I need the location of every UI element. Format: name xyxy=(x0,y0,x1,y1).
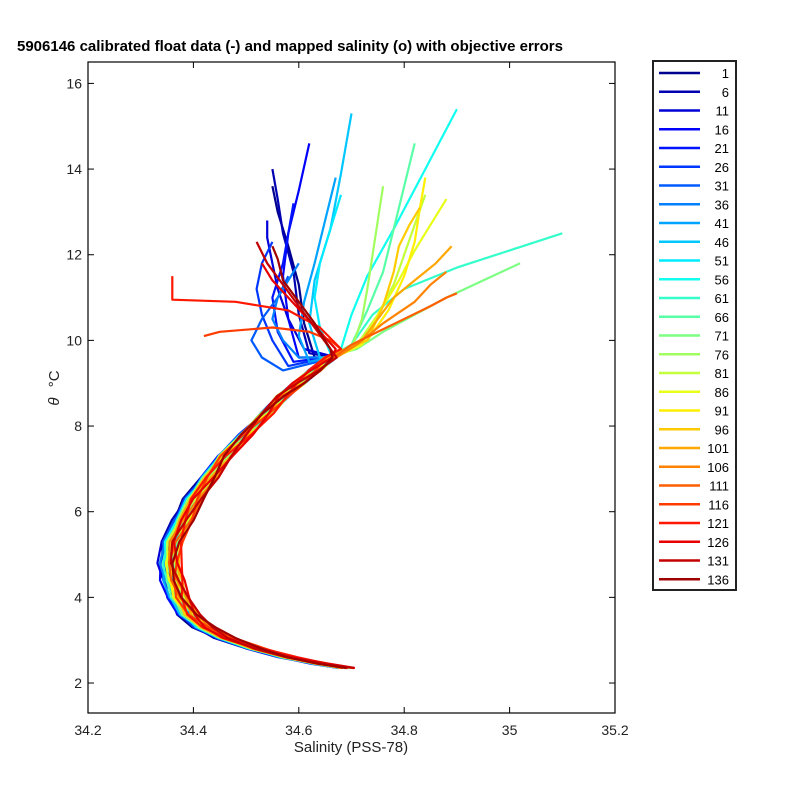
series-line-121 xyxy=(171,276,348,670)
legend-label: 31 xyxy=(715,179,729,194)
legend-label: 96 xyxy=(715,422,729,437)
x-tick-label: 34.4 xyxy=(180,722,207,738)
plot-frame xyxy=(87,61,616,714)
data-series-layer xyxy=(156,108,563,670)
legend-label: 116 xyxy=(708,497,729,512)
legend-label: 86 xyxy=(715,385,729,400)
legend-label: 101 xyxy=(707,441,729,456)
legend: 1611162126313641465156616671768186919610… xyxy=(659,66,729,587)
y-axis-label: θ °C xyxy=(46,370,63,405)
y-tick-label: 12 xyxy=(66,247,82,263)
y-tick-label: 4 xyxy=(74,589,82,605)
legend-label: 121 xyxy=(707,516,729,531)
x-tick-label: 34.8 xyxy=(391,722,418,738)
legend-label: 106 xyxy=(707,460,729,475)
legend-label: 26 xyxy=(715,160,729,175)
legend-label: 36 xyxy=(715,197,729,212)
chart-title: 5906146 calibrated float data (-) and ma… xyxy=(17,38,563,55)
legend-label: 126 xyxy=(707,535,729,550)
legend-label: 16 xyxy=(715,122,729,137)
axis-ticks: 34.2 34.4 34.6 34.8 35 35.2 2 4 6 8 10 12 14 16 xyxy=(66,62,629,738)
legend-label: 56 xyxy=(715,272,729,287)
x-tick-label: 35 xyxy=(502,722,518,738)
y-tick-label: 14 xyxy=(66,161,82,177)
legend-label: 11 xyxy=(716,104,730,119)
legend-label: 6 xyxy=(722,85,729,100)
legend-label: 46 xyxy=(715,235,729,250)
y-axis-label-symbol: θ xyxy=(46,397,63,405)
legend-label: 131 xyxy=(707,554,729,569)
legend-label: 111 xyxy=(709,479,729,494)
svg-text:θ °C: θ °C xyxy=(46,370,63,405)
legend-label: 41 xyxy=(715,216,729,231)
legend-label: 21 xyxy=(715,141,729,156)
legend-label: 51 xyxy=(715,254,729,269)
y-tick-label: 16 xyxy=(66,75,82,91)
legend-label: 61 xyxy=(715,291,729,306)
x-tick-label: 35.2 xyxy=(601,722,628,738)
legend-label: 91 xyxy=(715,404,729,419)
y-tick-label: 10 xyxy=(66,332,82,348)
legend-label: 136 xyxy=(707,572,729,587)
legend-label: 66 xyxy=(715,310,729,325)
legend-label: 71 xyxy=(715,329,729,344)
legend-label: 76 xyxy=(715,347,729,362)
legend-label: 1 xyxy=(722,66,729,81)
x-tick-label: 34.2 xyxy=(74,722,101,738)
x-tick-label: 34.6 xyxy=(285,722,312,738)
y-axis-label-unit: °C xyxy=(46,370,63,387)
y-tick-label: 2 xyxy=(74,675,82,691)
series-line-136 xyxy=(171,245,347,670)
y-tick-label: 6 xyxy=(74,504,82,520)
legend-label: 81 xyxy=(715,366,729,381)
series-line-131 xyxy=(169,241,355,670)
x-axis-label: Salinity (PSS-78) xyxy=(294,739,408,756)
y-tick-label: 8 xyxy=(74,418,82,434)
